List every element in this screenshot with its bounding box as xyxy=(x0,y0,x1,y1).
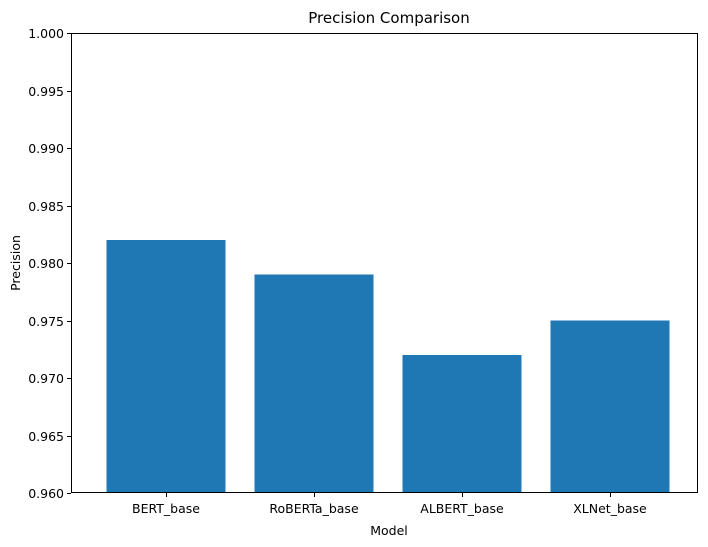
y-axis-ticks: 0.960 0.965 0.970 0.975 0.980 0.985 0.990 0.995… xyxy=(28,26,71,501)
x-tick-label: RoBERTa_base xyxy=(269,501,359,516)
y-tick-label: 0.990 xyxy=(28,141,64,156)
bar-roberta-base xyxy=(254,274,374,493)
y-tick-label: 0.980 xyxy=(28,256,64,271)
y-tick-label: 0.995 xyxy=(28,84,64,99)
y-tick-label: 0.960 xyxy=(28,486,64,501)
x-tick-label: XLNet_base xyxy=(573,501,647,516)
y-axis-label: Precision xyxy=(8,235,23,291)
chart-title: Precision Comparison xyxy=(308,9,470,27)
y-tick-label: 1.000 xyxy=(28,26,64,41)
x-tick-label: BERT_base xyxy=(132,501,200,516)
bar-xlnet-base xyxy=(550,320,670,493)
bars-group xyxy=(106,240,670,493)
y-tick-label: 0.970 xyxy=(28,371,64,386)
bar-bert-base xyxy=(106,240,226,493)
y-tick-label: 0.985 xyxy=(28,199,64,214)
x-axis-ticks: BERT_base RoBERTa_base ALBERT_base XLNet_ba… xyxy=(132,493,647,516)
bar-albert-base xyxy=(402,355,522,493)
y-tick-label: 0.965 xyxy=(28,429,64,444)
plot-frame xyxy=(71,33,698,493)
x-axis-label: Model xyxy=(370,523,408,538)
x-tick-label: ALBERT_base xyxy=(420,501,504,516)
y-tick-label: 0.975 xyxy=(28,314,64,329)
